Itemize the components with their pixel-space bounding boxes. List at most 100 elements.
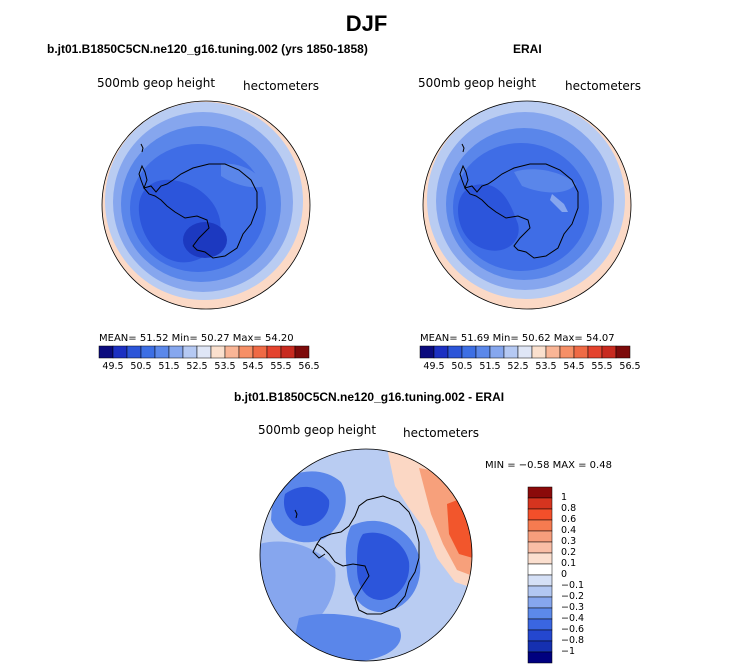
difference-polar-map — [259, 448, 473, 662]
diff-units-label: hectometers — [403, 426, 479, 440]
colorbar-swatch — [527, 651, 553, 664]
colorbar-tick-label: 49.5 — [102, 361, 124, 372]
map-deep-region — [183, 222, 227, 258]
map-pale-streak — [550, 194, 568, 212]
colorbar-swatch — [531, 345, 547, 359]
colorbar-swatch — [489, 345, 505, 359]
colorbar-swatch — [527, 530, 553, 543]
colorbar-tick-label: −0.4 — [561, 613, 585, 624]
colorbar-swatch — [210, 345, 226, 359]
map-core-region — [458, 184, 519, 251]
colorbar-tick-label: 0.3 — [561, 536, 577, 547]
colorbar-tick-label: 50.5 — [451, 361, 473, 372]
colorbar-swatch — [527, 563, 553, 576]
diff-colorbar — [527, 486, 553, 664]
left-colorbar — [98, 345, 310, 359]
colorbar-swatch — [182, 345, 198, 359]
colorbar-swatch — [419, 345, 435, 359]
colorbar-tick-label: 55.5 — [270, 361, 292, 372]
colorbar-swatch — [527, 618, 553, 631]
colorbar-swatch — [559, 345, 575, 359]
right-colorbar — [419, 345, 631, 359]
left-panel-title: b.jt01.B1850C5CN.ne120_g16.tuning.002 (y… — [47, 42, 368, 56]
main-title: DJF — [345, 11, 388, 36]
colorbar-swatch — [517, 345, 533, 359]
left-stats: MEAN= 51.52 Min= 50.27 Max= 54.20 — [99, 333, 294, 344]
colorbar-tick-label: −0.8 — [561, 635, 585, 646]
colorbar-tick-label: −0.1 — [561, 580, 585, 591]
colorbar-swatch — [98, 345, 114, 359]
colorbar-swatch — [433, 345, 449, 359]
colorbar-swatch — [527, 519, 553, 532]
right-polar-map — [422, 100, 632, 310]
left-polar-map — [101, 100, 311, 310]
colorbar-swatch — [545, 345, 561, 359]
colorbar-swatch — [126, 345, 142, 359]
colorbar-swatch — [527, 552, 553, 565]
colorbar-swatch — [112, 345, 128, 359]
colorbar-tick-label: 52.5 — [186, 361, 208, 372]
colorbar-tick-label: 0.1 — [561, 558, 577, 569]
colorbar-swatch — [527, 541, 553, 554]
right-variable-label: 500mb geop height — [418, 76, 537, 90]
colorbar-tick-label: 49.5 — [423, 361, 445, 372]
colorbar-swatch — [527, 585, 553, 598]
colorbar-swatch — [503, 345, 519, 359]
colorbar-tick-label: 0.4 — [561, 525, 577, 536]
right-panel-title: ERAI — [513, 42, 542, 56]
colorbar-tick-label: 0 — [561, 569, 568, 580]
map-pale-patch — [514, 169, 576, 193]
colorbar-tick-label: 50.5 — [130, 361, 152, 372]
diff-stats: MIN = −0.58 MAX = 0.48 — [485, 460, 612, 471]
colorbar-swatch — [527, 596, 553, 609]
colorbar-tick-label: 54.5 — [242, 361, 264, 372]
colorbar-tick-label: −0.6 — [561, 624, 585, 635]
colorbar-tick-label: 56.5 — [619, 361, 641, 372]
colorbar-tick-label: 55.5 — [591, 361, 613, 372]
colorbar-swatch — [475, 345, 491, 359]
map-boundary — [259, 448, 473, 662]
colorbar-tick-label: 53.5 — [535, 361, 557, 372]
colorbar-swatch — [527, 629, 553, 642]
colorbar-swatch — [238, 345, 254, 359]
colorbar-tick-label: 56.5 — [298, 361, 320, 372]
map-pale-patch — [221, 163, 265, 188]
colorbar-tick-label: 51.5 — [479, 361, 501, 372]
antarctica-coastline — [138, 143, 258, 259]
colorbar-swatch — [527, 486, 553, 499]
map-boundary — [422, 100, 632, 310]
colorbar-swatch — [140, 345, 156, 359]
colorbar-tick-label: 0.6 — [561, 514, 577, 525]
colorbar-tick-label: −0.2 — [561, 591, 585, 602]
colorbar-tick-label: 52.5 — [507, 361, 529, 372]
colorbar-tick-label: 0.2 — [561, 547, 577, 558]
colorbar-swatch — [168, 345, 184, 359]
left-variable-label: 500mb geop height — [97, 76, 216, 90]
colorbar-swatch — [196, 345, 212, 359]
colorbar-swatch — [154, 345, 170, 359]
colorbar-tick-label: 51.5 — [158, 361, 180, 372]
colorbar-swatch — [527, 607, 553, 620]
diff-deep-nw — [283, 486, 330, 526]
colorbar-swatch — [527, 497, 553, 510]
colorbar-swatch — [573, 345, 589, 359]
colorbar-swatch — [527, 640, 553, 653]
colorbar-swatch — [252, 345, 268, 359]
colorbar-swatch — [280, 345, 296, 359]
colorbar-tick-label: 54.5 — [563, 361, 585, 372]
antarctica-coastline — [294, 495, 420, 615]
right-units-label: hectometers — [565, 79, 641, 93]
colorbar-tick-label: −1 — [561, 646, 576, 657]
right-stats: MEAN= 51.69 Min= 50.62 Max= 54.07 — [420, 333, 615, 344]
colorbar-tick-label: 53.5 — [214, 361, 236, 372]
diff-variable-label: 500mb geop height — [258, 423, 377, 437]
colorbar-tick-label: −0.3 — [561, 602, 585, 613]
colorbar-swatch — [615, 345, 631, 359]
left-units-label: hectometers — [243, 79, 319, 93]
colorbar-swatch — [266, 345, 282, 359]
colorbar-swatch — [587, 345, 603, 359]
diff-panel-title: b.jt01.B1850C5CN.ne120_g16.tuning.002 - … — [234, 390, 505, 404]
colorbar-swatch — [461, 345, 477, 359]
colorbar-swatch — [447, 345, 463, 359]
colorbar-tick-label: 0.8 — [561, 503, 577, 514]
